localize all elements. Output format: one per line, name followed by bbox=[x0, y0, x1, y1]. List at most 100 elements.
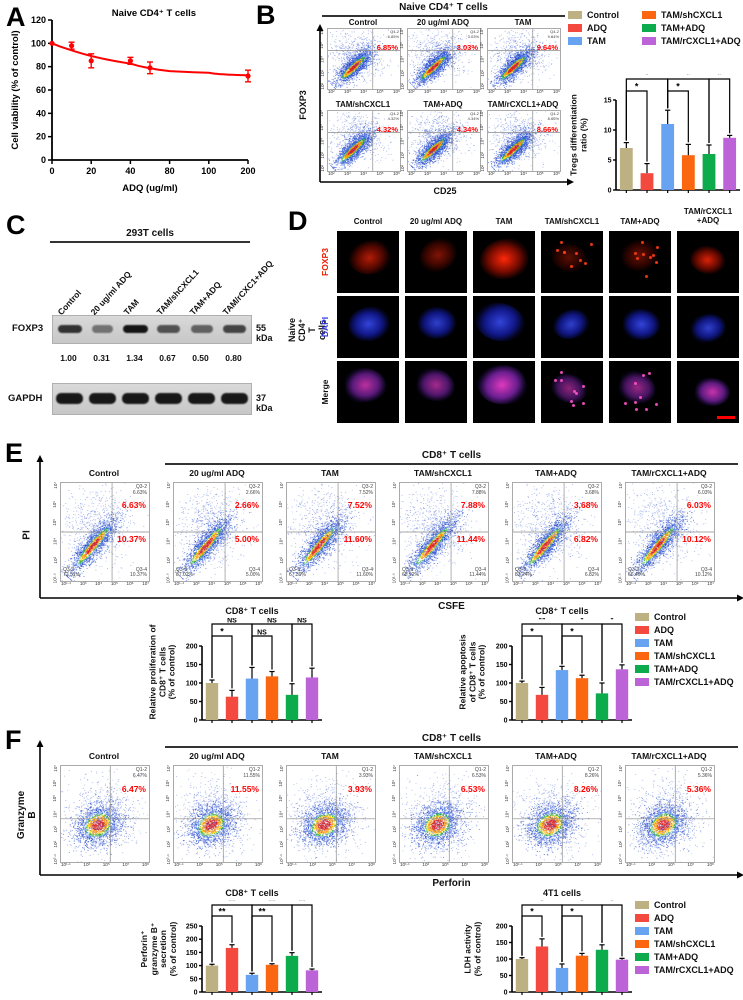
gate-percentage: 4.34% bbox=[456, 125, 478, 135]
x-tick: 10⁵ bbox=[456, 171, 464, 176]
speckle bbox=[638, 396, 642, 400]
legend-item: TAM+ADQ bbox=[635, 664, 743, 674]
flow-x-ticks: 10¹·¹ 10³ 10⁵ 10⁷ 10⁸ bbox=[513, 862, 601, 868]
x-tick: 10⁵ bbox=[328, 862, 336, 867]
quadrant-label: Q4-2 3.03% bbox=[467, 29, 479, 39]
if-row-label: Merge bbox=[320, 361, 332, 423]
bar-chart-ylabel: LDH activity (% of control) bbox=[458, 900, 488, 998]
x-tick: 10⁸ bbox=[141, 862, 149, 867]
foxp3-kda: 55 kDa bbox=[256, 323, 273, 343]
x-tick: 10³ bbox=[644, 581, 652, 586]
bar-TAM bbox=[555, 670, 569, 720]
flow-plot-box: Q4-2 8.66% 8.66% 10⁶ 10⁵ 10⁴ 10³ 10² 10² 10³ 10⁴ 1… bbox=[480, 110, 561, 176]
legend-item: ADQ bbox=[635, 625, 743, 635]
x-tick: 10⁵ bbox=[562, 581, 570, 586]
x-tick: 10¹·⁴ bbox=[287, 581, 298, 586]
bar-ADQ bbox=[225, 696, 239, 720]
foxp3-band bbox=[57, 325, 82, 333]
x-tick: 10⁸ bbox=[367, 862, 375, 867]
bar-chart-ylabel-text: Tregs differentiation ratio (%) bbox=[568, 94, 588, 176]
x-tick: 10⁴ bbox=[95, 581, 103, 586]
legend-label: ADQ bbox=[654, 625, 674, 635]
if-image bbox=[337, 361, 399, 423]
quadrant-label: Q3-4 10.12% bbox=[695, 566, 712, 579]
speckle bbox=[655, 403, 659, 407]
legend-item: TAM/rCXCL1+ADQ bbox=[635, 965, 743, 975]
flow-scatter-canvas bbox=[328, 29, 400, 89]
speckle bbox=[575, 392, 579, 396]
x-tick: 10⁷ bbox=[461, 862, 469, 867]
gate-percentage: 3.93% bbox=[347, 784, 372, 795]
x-tick: 10⁶ bbox=[552, 89, 560, 94]
axis-arrows bbox=[316, 24, 574, 186]
x-tick: 10³ bbox=[192, 581, 200, 586]
x-tick: 10³ bbox=[504, 171, 511, 176]
flow-x-ticks: 10¹·⁴ 10³ 10⁴ 10⁵ 10⁶ 10⁷ bbox=[400, 581, 488, 587]
axis-arrows bbox=[36, 740, 743, 879]
flow-x-ticks: 10² 10³ 10⁴ 10⁵ 10⁶ bbox=[408, 171, 480, 177]
bar-TAM+ADQ bbox=[595, 949, 609, 992]
bar-chart-ylabel-text: Relative apoptosis of CD8⁺ T cells (% of… bbox=[457, 634, 487, 710]
sig-bracket bbox=[561, 635, 583, 674]
speckle bbox=[574, 252, 578, 256]
x-tick: 10⁵ bbox=[215, 862, 223, 867]
panel-c-title: 293T cells bbox=[126, 228, 174, 239]
bar-y-tick: 150 bbox=[186, 662, 198, 669]
x-tick: 10⁴ bbox=[440, 171, 448, 176]
flow-scatter-canvas bbox=[174, 483, 262, 581]
legend-label: Control bbox=[587, 10, 619, 20]
quadrant-label: Q3-3 66.40% bbox=[628, 566, 645, 579]
x-tick: 10⁴ bbox=[321, 581, 329, 586]
scale-bar bbox=[717, 416, 735, 419]
x-tick: 10¹·¹ bbox=[513, 862, 523, 867]
flow-scatter-canvas bbox=[408, 29, 480, 89]
a-point bbox=[127, 58, 133, 64]
x-tick: 10⁶ bbox=[392, 89, 400, 94]
sig-bracket bbox=[521, 635, 543, 686]
fit-curve bbox=[51, 42, 248, 77]
a-point bbox=[245, 73, 251, 79]
a-x-tick: 20 bbox=[86, 166, 96, 176]
if-image bbox=[609, 296, 671, 358]
bar-TAM/rCXCL1+ADQ bbox=[305, 970, 319, 992]
bar-TAM/shCXCL1 bbox=[681, 155, 695, 190]
flow-x-ticks: 10¹·¹ 10³ 10⁵ 10⁷ 10⁸ bbox=[287, 862, 375, 868]
flow-plot-title: Control bbox=[88, 751, 120, 761]
legend-label: TAM bbox=[654, 926, 673, 936]
legend-label: TAM/rCXCL1+ADQ bbox=[654, 965, 734, 975]
legend-label: TAM/rCXCL1+ADQ bbox=[661, 36, 741, 46]
flow-scatter-canvas bbox=[626, 483, 714, 581]
x-tick: 10¹·⁴ bbox=[626, 581, 637, 586]
speckle bbox=[560, 371, 564, 375]
foxp3-ratio-value: 1.00 bbox=[60, 353, 77, 363]
x-tick: 10⁵ bbox=[110, 581, 118, 586]
gate-percentage: 6.63% bbox=[121, 499, 146, 510]
gate-percentage: 6.85% bbox=[376, 43, 398, 53]
flow-plot-title: TAM/shCXCL1 bbox=[414, 751, 472, 761]
gate-percentage: 4.32% bbox=[376, 125, 398, 135]
legend-item: TAM bbox=[635, 638, 743, 648]
legend-label: TAM/rCXCL1+ADQ bbox=[654, 677, 734, 687]
x-tick: 10⁴ bbox=[360, 89, 368, 94]
legend-label: ADQ bbox=[654, 913, 674, 923]
a-point bbox=[69, 43, 75, 49]
flow-plot-title: TAM+ADQ bbox=[535, 468, 577, 478]
a-point bbox=[147, 65, 153, 71]
quadrant-label: Q1-2 6.53% bbox=[471, 767, 486, 779]
bar-TAM+ADQ bbox=[285, 694, 299, 720]
quadrant-label: Q3-4 10.37% bbox=[130, 566, 147, 579]
gate-percentage: 10.37% bbox=[117, 533, 146, 544]
speckle bbox=[655, 260, 659, 264]
legend-swatch bbox=[568, 24, 582, 32]
sig-label: * bbox=[610, 900, 614, 906]
panel-e-ylabel: PI bbox=[21, 530, 33, 540]
panel-f-legend: Control ADQ TAM TAM/shCXCL1 TAM+ADQ TAM/rCXCL… bbox=[635, 900, 743, 978]
quadrant-label: Q4-2 4.34% bbox=[467, 111, 479, 121]
gate-percentage: 6.47% bbox=[121, 784, 146, 795]
panel-d-if-grid: Control 20 ug/ml ADQ TAM TAM/shCXCL1 TAM+ADQ… bbox=[318, 195, 743, 425]
x-tick: 10⁴ bbox=[360, 171, 368, 176]
flow-plot-title: TAM/rCXCL1+ADQ bbox=[631, 751, 707, 761]
bar-chart-ylabel-text: Perforin⁺ granzyme B⁺ secretion (% of co… bbox=[138, 921, 178, 977]
